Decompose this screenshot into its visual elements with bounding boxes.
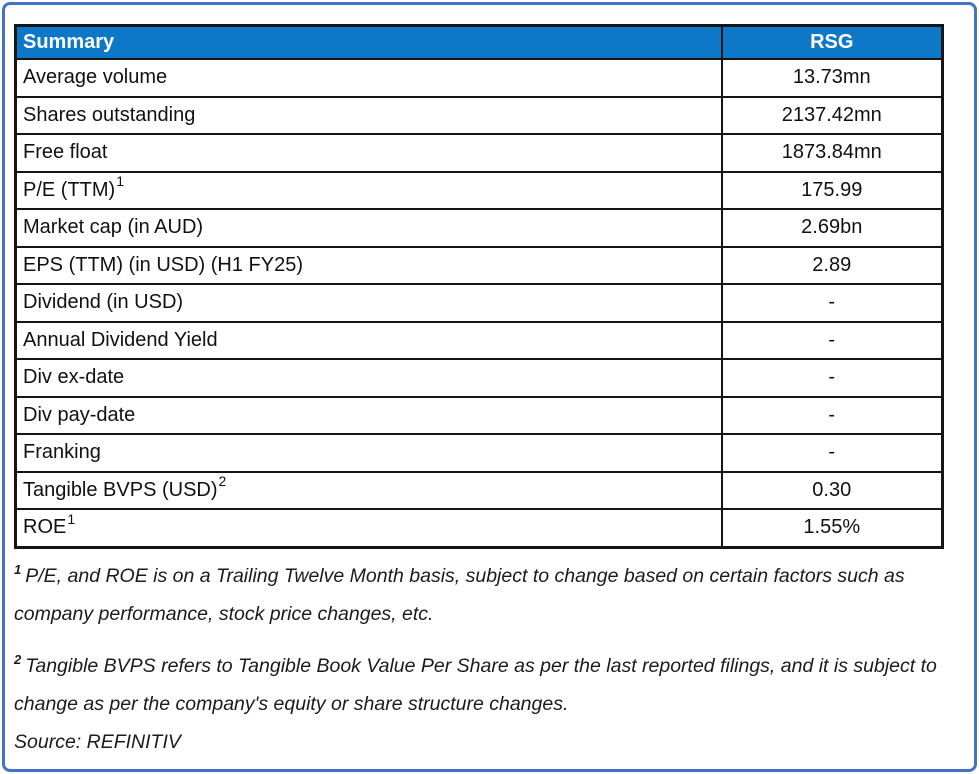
table-row: ROE1 1.55% xyxy=(14,508,944,548)
metric-label: Div pay-date xyxy=(14,395,723,435)
footnote-2-text: Tangible BVPS refers to Tangible Book Va… xyxy=(14,654,937,715)
metric-value: 2137.42mn xyxy=(720,95,944,135)
metric-value: - xyxy=(720,283,944,323)
metric-value: - xyxy=(720,395,944,435)
metric-value: 1.55% xyxy=(720,508,944,548)
metric-label: Market cap (in AUD) xyxy=(14,208,723,248)
metric-label: P/E (TTM)1 xyxy=(14,170,723,210)
metric-label: Free float xyxy=(14,133,723,173)
summary-table: Summary RSG Average volume 13.73mn Share… xyxy=(14,24,944,549)
table-header-row: Summary RSG xyxy=(14,24,944,60)
metric-value: 175.99 xyxy=(720,170,944,210)
metric-label: Shares outstanding xyxy=(14,95,723,135)
table-row: Free float 1873.84mn xyxy=(14,133,944,173)
table-row: Shares outstanding 2137.42mn xyxy=(14,95,944,135)
footnote-2: 2 Tangible BVPS refers to Tangible Book V… xyxy=(14,647,949,723)
footnote-2-marker: 2 xyxy=(14,652,22,667)
metric-label: ROE1 xyxy=(14,508,723,548)
table-row: Annual Dividend Yield - xyxy=(14,320,944,360)
table-row: Franking - xyxy=(14,433,944,473)
table-row: Tangible BVPS (USD)2 0.30 xyxy=(14,470,944,510)
footnotes: 1 P/E, and ROE is on a Trailing Twelve Mo… xyxy=(14,557,949,761)
header-summary: Summary xyxy=(14,24,723,60)
metric-label: Annual Dividend Yield xyxy=(14,320,723,360)
metric-value: 2.69bn xyxy=(720,208,944,248)
footnote-1-marker: 1 xyxy=(14,562,22,577)
metric-label: Franking xyxy=(14,433,723,473)
table-row: Market cap (in AUD) 2.69bn xyxy=(14,208,944,248)
metric-label: Tangible BVPS (USD)2 xyxy=(14,470,723,510)
metric-label: EPS (TTM) (in USD) (H1 FY25) xyxy=(14,245,723,285)
metric-value: 0.30 xyxy=(720,470,944,510)
table-row: Div pay-date - xyxy=(14,395,944,435)
metric-value: - xyxy=(720,433,944,473)
table-row: EPS (TTM) (in USD) (H1 FY25) 2.89 xyxy=(14,245,944,285)
metric-value: - xyxy=(720,358,944,398)
footnote-1-text: P/E, and ROE is on a Trailing Twelve Mon… xyxy=(14,564,905,625)
metric-label: Div ex-date xyxy=(14,358,723,398)
header-ticker: RSG xyxy=(720,24,944,60)
footnote-1: 1 P/E, and ROE is on a Trailing Twelve Mo… xyxy=(14,557,949,633)
metric-value: 2.89 xyxy=(720,245,944,285)
table-row: Average volume 13.73mn xyxy=(14,58,944,98)
metric-value: 13.73mn xyxy=(720,58,944,98)
table-row: Div ex-date - xyxy=(14,358,944,398)
metric-label: Dividend (in USD) xyxy=(14,283,723,323)
metric-label: Average volume xyxy=(14,58,723,98)
table-row: Dividend (in USD) - xyxy=(14,283,944,323)
content-area: Summary RSG Average volume 13.73mn Share… xyxy=(14,24,945,761)
metric-value: 1873.84mn xyxy=(720,133,944,173)
metric-value: - xyxy=(720,320,944,360)
table-row: P/E (TTM)1 175.99 xyxy=(14,170,944,210)
source-line: Source: REFINITIV xyxy=(14,730,181,753)
